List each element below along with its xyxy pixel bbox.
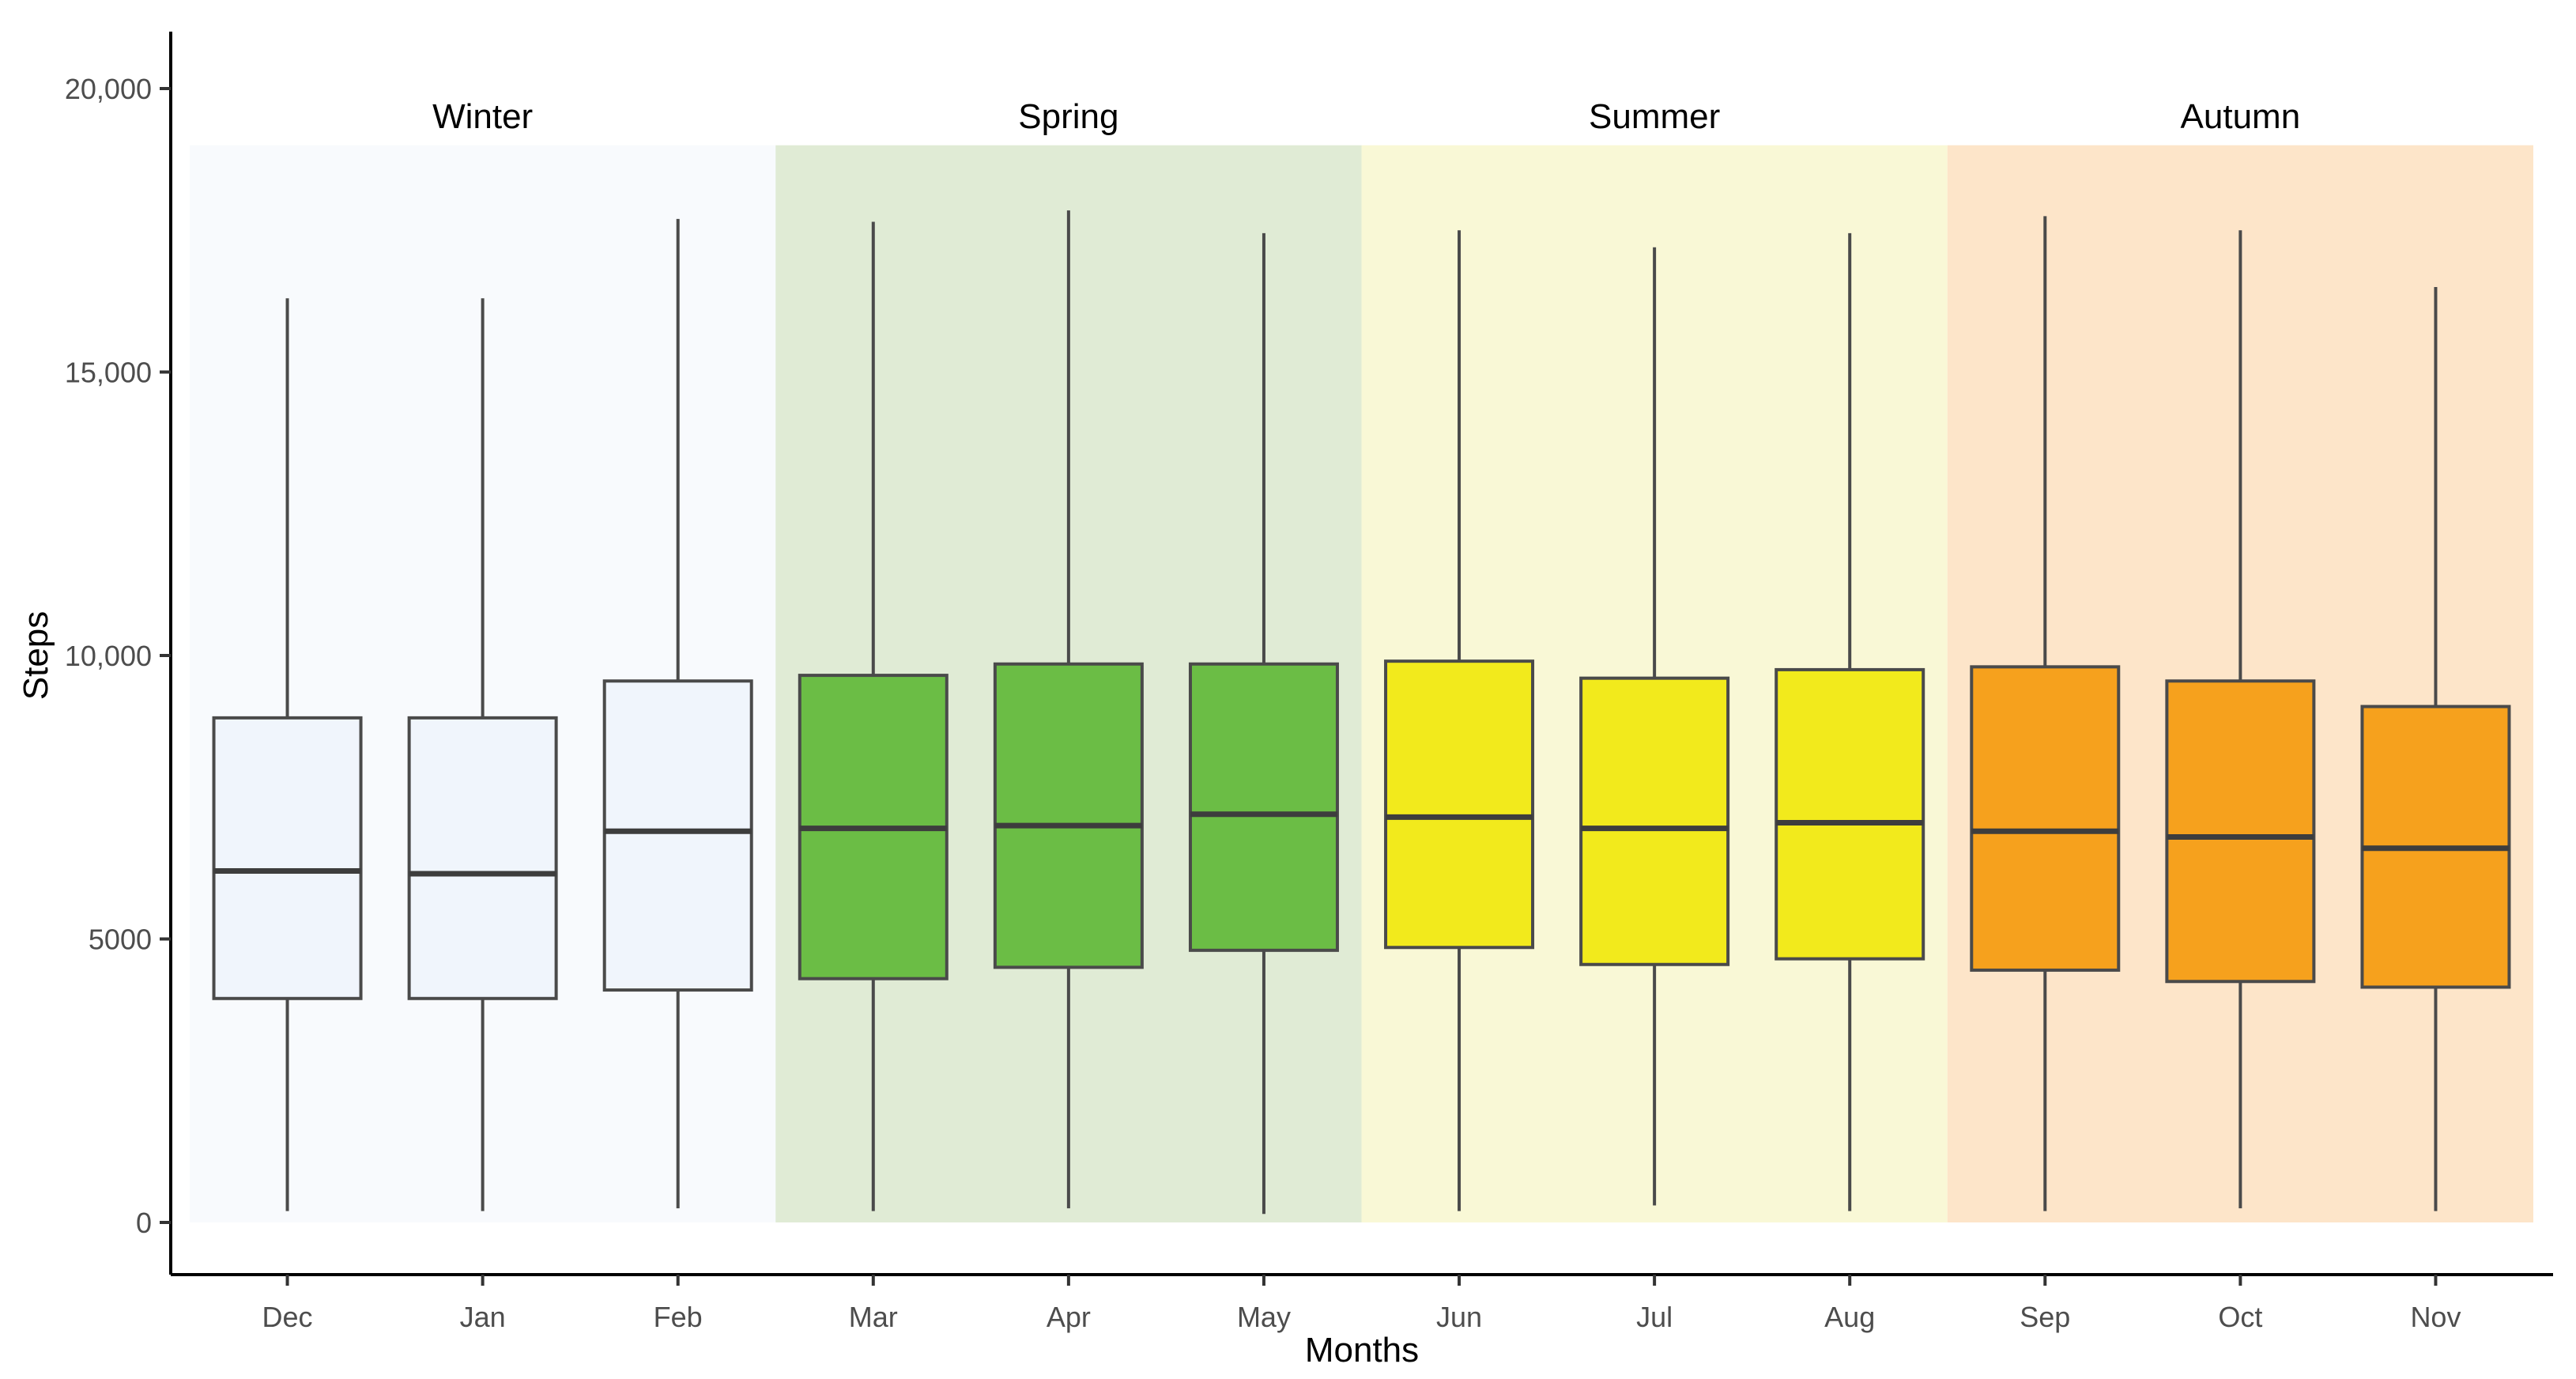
box-body [1775, 667, 1925, 961]
season-label-summer: Summer [1589, 97, 1720, 136]
box-body [1970, 665, 2121, 972]
box-apr [993, 210, 1144, 1209]
y-tick-label: 15,000 [65, 357, 152, 389]
box-may [1188, 232, 1339, 1215]
x-tick-label: Oct [2218, 1301, 2262, 1333]
x-tick-label: Jun [1436, 1301, 1482, 1333]
x-tick-label: Apr [1047, 1301, 1091, 1333]
x-axis-ticks: Dec Jan Feb Mar Apr May Jun Jul Aug Sep Oct Nov [262, 1275, 2461, 1333]
box-body [1579, 676, 1730, 966]
season-label-spring: Spring [1018, 97, 1118, 136]
box-body [212, 716, 363, 1000]
box-jun [1384, 230, 1535, 1211]
box-body [1384, 659, 1535, 950]
box-body [1188, 662, 1339, 952]
box-body [993, 662, 1144, 969]
box-feb [602, 218, 753, 1209]
box-jul [1579, 247, 1730, 1206]
box-body [407, 716, 558, 1000]
y-axis-ticks: 0 5000 10,000 15,000 20,000 [65, 73, 171, 1239]
y-tick-label: 5000 [89, 924, 152, 956]
season-labels: Winter Spring Summer Autumn [432, 97, 2300, 136]
x-tick-label: Mar [849, 1301, 898, 1333]
y-tick-label: 20,000 [65, 73, 152, 105]
axes: 0 5000 10,000 15,000 20,000 Dec Jan Feb Mar Apr M… [65, 32, 2553, 1333]
x-tick-label: Nov [2410, 1301, 2461, 1333]
x-tick-label: Jan [460, 1301, 506, 1333]
y-axis-title: Steps [17, 611, 55, 701]
x-tick-label: Aug [1824, 1301, 1875, 1333]
box-body [602, 679, 753, 992]
box-series [212, 210, 2511, 1215]
box-dec [212, 298, 363, 1211]
season-label-autumn: Autumn [2181, 97, 2301, 136]
box-oct [2165, 230, 2316, 1209]
x-tick-label: Feb [654, 1301, 703, 1333]
x-tick-label: May [1237, 1301, 1291, 1333]
y-tick-label: 0 [136, 1207, 152, 1239]
box-jan [407, 298, 558, 1211]
x-axis-title: Months [1305, 1331, 1419, 1370]
x-tick-label: Dec [262, 1301, 313, 1333]
box-mar [798, 221, 949, 1211]
box-nov [2360, 286, 2511, 1211]
season-label-winter: Winter [432, 97, 533, 136]
box-aug [1775, 232, 1925, 1211]
y-tick-label: 10,000 [65, 640, 152, 672]
box-sep [1970, 216, 2121, 1211]
box-body [2165, 679, 2316, 984]
x-tick-label: Jul [1636, 1301, 1673, 1333]
x-tick-label: Sep [2020, 1301, 2070, 1333]
